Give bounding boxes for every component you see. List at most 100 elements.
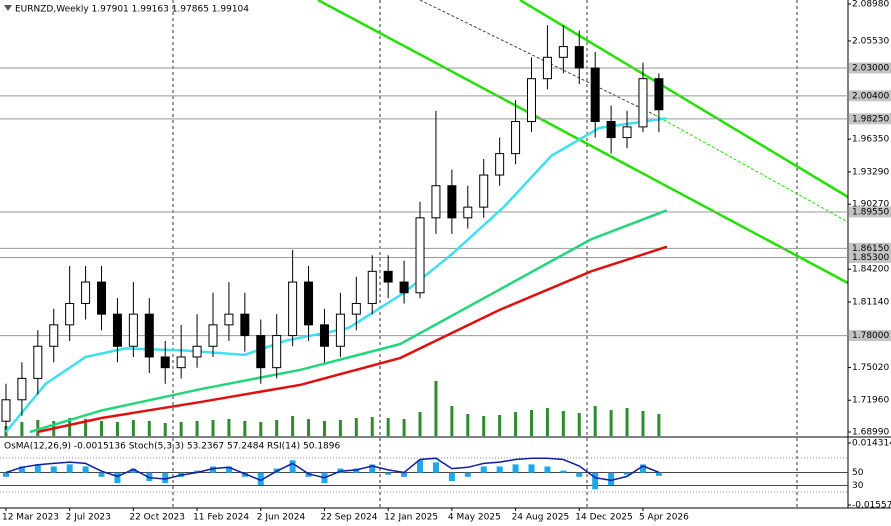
osma-bar (560, 470, 567, 473)
y-tick-label: 1.68990 (852, 428, 889, 438)
candle-body (335, 313, 345, 347)
level-label-box (849, 206, 891, 218)
level-label-box (849, 62, 891, 74)
y2-tick-label: 30 (852, 481, 864, 491)
candle-body (495, 153, 505, 176)
candle-body (526, 78, 536, 123)
y-tick-label: -0.015577 (852, 501, 891, 511)
osma-bar (528, 464, 535, 473)
osma-bar (305, 472, 312, 477)
candle-body (622, 126, 632, 139)
candle-body (606, 121, 616, 139)
candle-body (240, 313, 250, 337)
volume-bar (131, 420, 135, 436)
osc-levels (0, 457, 848, 493)
candle-body (176, 356, 186, 369)
volume-bar (657, 414, 661, 436)
volume-bar (115, 422, 119, 436)
osma-bar (385, 472, 392, 475)
osma-bar (18, 466, 25, 473)
candle-body (351, 302, 361, 315)
level-label: 2.00400 (852, 91, 889, 101)
volume-bar (211, 420, 215, 436)
x-tick-label: 4 May 2025 (448, 513, 501, 523)
volume-bar (68, 418, 72, 436)
x-tick-label: 12 Jan 2025 (384, 513, 438, 523)
rsi-line (5, 457, 660, 482)
candle-body (511, 121, 521, 155)
y-tick-label: 1.96350 (852, 135, 889, 145)
volume-bar (402, 419, 406, 436)
volume-bar (561, 411, 565, 436)
volume-bar (291, 416, 295, 436)
osma-bar (257, 472, 264, 486)
volume-bar (514, 412, 518, 436)
x-tick-label: 14 Dec 2025 (575, 513, 633, 523)
osma-bar (34, 464, 41, 473)
osma-bar (496, 466, 503, 473)
candle-body (654, 78, 664, 111)
volume-bar (498, 415, 502, 436)
osma-bar (194, 470, 201, 473)
candle-body (558, 46, 568, 58)
y-tick-label: 2.05530 (852, 36, 889, 46)
level-label-box (849, 90, 891, 102)
x-tick-label: 2 Jun 2024 (257, 513, 306, 523)
osma-bar (448, 472, 455, 481)
chart-title: EURNZD,Weekly 1.97901 1.99163 1.97865 1.… (15, 5, 249, 15)
y-tick-label: 2.08980 (852, 0, 889, 10)
volume-bar (259, 422, 263, 436)
osma-bar (417, 460, 424, 473)
volume-bar (593, 406, 597, 436)
osma-bar (114, 472, 121, 484)
volume-bar (338, 420, 342, 436)
osma-bar (639, 464, 646, 473)
volume-bar (386, 418, 390, 436)
volume-bar (195, 421, 199, 436)
y-tick-label: 1.81140 (852, 297, 889, 307)
volume-bar (275, 420, 279, 436)
volume-bar (243, 421, 247, 436)
volume-bar (179, 422, 183, 436)
volume-bar (545, 408, 549, 436)
volume-bar (20, 422, 24, 436)
moving-average (5, 117, 668, 433)
y-tick-label: 1.84200 (852, 265, 889, 275)
osma-bar (98, 472, 105, 477)
candle-body (590, 67, 600, 123)
x-tick-label: 12 Mar 2023 (2, 513, 59, 523)
candle-body (272, 335, 282, 369)
indicator-title: OsMA(12,26,9) -0.0015136 Stoch(5,3,3) 53… (4, 442, 340, 452)
level-label: 1.85300 (852, 253, 889, 263)
y-tick-label: 1.75020 (852, 363, 889, 373)
candle-body (288, 281, 298, 337)
candle-body (97, 281, 107, 315)
candle-body (447, 185, 457, 219)
y2-tick-label: 50 (852, 468, 864, 478)
osma-bar (401, 472, 408, 477)
osma-bar (480, 466, 487, 473)
candle-body (574, 46, 584, 69)
candle-body (415, 217, 425, 294)
candle-body (542, 56, 552, 80)
x-tick-label: 24 Aug 2025 (512, 513, 570, 523)
level-label-box (849, 113, 891, 125)
volume-bar (307, 419, 311, 436)
candle-body (399, 281, 409, 294)
volume-bar (322, 421, 326, 436)
x-tick-label: 5 Apr 2026 (639, 513, 689, 523)
osma-bar (50, 466, 57, 473)
volume-bar (577, 413, 581, 436)
candle-body (383, 270, 393, 283)
osma-bar (130, 468, 137, 473)
osma-bar (369, 464, 376, 473)
osma-bar (66, 464, 73, 473)
osma-bar (289, 460, 296, 473)
volume-bar (482, 416, 486, 436)
volume-bar (147, 421, 151, 436)
volume-bar (641, 411, 645, 436)
osma-bar (576, 472, 583, 477)
y-tick-label: 0.014314 (852, 439, 891, 449)
osma-bar (225, 466, 232, 473)
